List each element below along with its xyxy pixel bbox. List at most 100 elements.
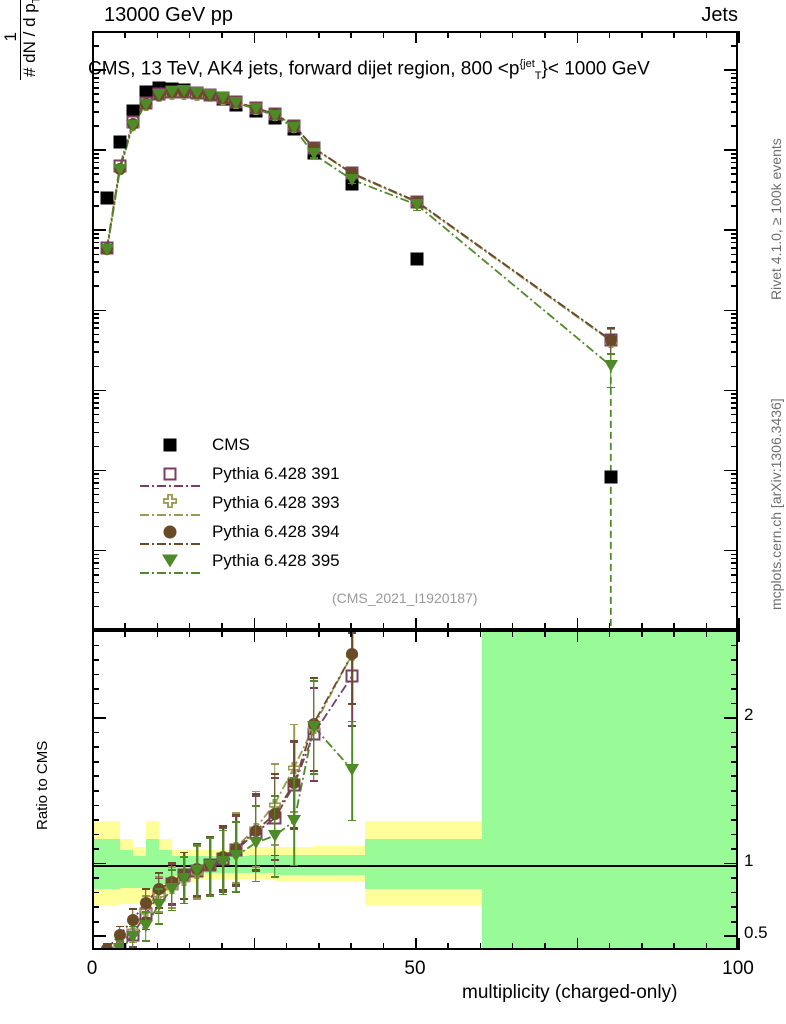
axis-tick	[350, 630, 352, 637]
ratio-error-bar-cap	[219, 825, 228, 828]
axis-tick	[188, 943, 191, 950]
axis-tick	[731, 285, 738, 288]
axis-tick	[731, 413, 738, 416]
axis-tick	[92, 731, 99, 734]
axis-tick	[673, 630, 675, 637]
axis-tick	[731, 261, 738, 263]
axis-tick	[92, 321, 99, 324]
axis-tick	[576, 31, 579, 43]
axis-tick	[673, 623, 675, 630]
legend-item-0[interactable]: CMS	[140, 430, 340, 459]
legend-item-4[interactable]: Pythia 6.428 395	[140, 546, 340, 575]
ratio-error-bar-cap	[270, 794, 279, 797]
axis-tick	[92, 469, 106, 472]
ratio-y-tick-label-right: 0.5	[744, 923, 768, 943]
data-point	[125, 119, 140, 132]
axis-tick	[479, 623, 482, 630]
data-point	[99, 244, 114, 257]
ratio-data-point	[190, 864, 205, 877]
ratio-error-bar-cap	[206, 837, 215, 839]
plot-title-b: }< 1000 GeV	[541, 58, 650, 80]
axis-tick	[92, 644, 99, 647]
axis-tick	[731, 431, 738, 434]
ratio-error-bar-cap	[141, 940, 150, 942]
axis-tick	[731, 760, 738, 763]
axis-tick	[92, 247, 99, 249]
axis-tick	[641, 943, 643, 950]
axis-tick	[511, 623, 514, 630]
ratio-error-bar-cap	[232, 821, 241, 823]
ratio-error-bar-cap	[115, 925, 124, 928]
axis-tick	[731, 445, 738, 448]
legend-marker-3	[163, 525, 177, 538]
ratio-data-point	[113, 928, 126, 941]
axis-tick	[92, 161, 99, 164]
axis-tick	[92, 341, 99, 344]
ratio-error-bar-cap	[193, 896, 202, 899]
axis-tick	[731, 72, 738, 75]
data-point	[164, 86, 179, 99]
ratio-data-point	[203, 860, 218, 873]
axis-tick	[731, 473, 738, 476]
axis-tick	[731, 271, 738, 273]
axis-tick	[731, 493, 738, 496]
axis-tick	[731, 591, 738, 594]
ratio-error-bar-cap	[290, 739, 299, 742]
legend-item-1[interactable]: Pythia 6.428 391	[140, 459, 340, 488]
axis-tick	[92, 72, 99, 75]
analysis-id-watermark: (CMS_2021_I1920187)	[332, 590, 478, 606]
axis-tick	[511, 31, 514, 38]
axis-tick	[92, 630, 94, 642]
axis-tick	[92, 241, 99, 244]
plot-title-sub: T	[534, 70, 542, 83]
ratio-reference-line	[94, 864, 736, 867]
axis-tick	[92, 101, 99, 103]
ratio-error-bar-cap	[348, 703, 357, 705]
legend-key-4	[140, 551, 200, 574]
ratio-error-bar-cap	[128, 925, 137, 928]
axis-tick	[705, 943, 708, 950]
axis-tick	[731, 804, 738, 807]
axis-tick	[92, 31, 94, 43]
drop-line-395	[609, 365, 612, 628]
axis-tick	[731, 397, 738, 400]
axis-tick	[92, 389, 106, 392]
axis-tick	[731, 205, 738, 207]
axis-tick	[350, 31, 352, 38]
axis-tick	[731, 86, 738, 89]
legend-item-2[interactable]: Pythia 6.428 393	[140, 488, 340, 517]
axis-tick	[156, 630, 159, 637]
axis-tick	[156, 623, 159, 630]
axis-tick	[731, 644, 738, 647]
axis-tick	[221, 630, 223, 637]
ylabel-d1sub: T	[31, 0, 43, 3]
axis-tick	[92, 557, 99, 560]
axis-tick	[92, 167, 99, 169]
axis-tick	[731, 253, 738, 256]
ratio-data-point	[139, 904, 152, 918]
ratio-data-point	[139, 896, 152, 909]
axis-tick	[92, 253, 99, 256]
data-point	[603, 359, 618, 372]
axis-tick	[92, 81, 99, 84]
uncertainty-band-green	[481, 632, 736, 948]
legend-item-3[interactable]: Pythia 6.428 394	[140, 517, 340, 546]
axis-tick	[92, 261, 99, 263]
axis-tick	[731, 81, 738, 84]
ratio-error-bar-cap	[167, 869, 176, 871]
axis-tick	[92, 482, 99, 484]
x-tick-label: 50	[404, 958, 426, 979]
ratio-y-tick-label-right: 1	[744, 850, 754, 870]
axis-tick	[92, 445, 99, 448]
ylabel-n1: 1	[1, 32, 21, 42]
ratio-data-point	[164, 883, 179, 896]
axis-tick	[92, 181, 99, 183]
axis-tick	[731, 101, 738, 103]
axis-tick	[92, 111, 99, 113]
ratio-error-bar-cap	[309, 780, 318, 782]
ratio-data-point	[138, 919, 153, 932]
ratio-error-bar-cap	[348, 819, 357, 822]
axis-tick	[92, 746, 99, 748]
axis-tick	[447, 31, 449, 38]
axis-tick	[415, 630, 417, 642]
